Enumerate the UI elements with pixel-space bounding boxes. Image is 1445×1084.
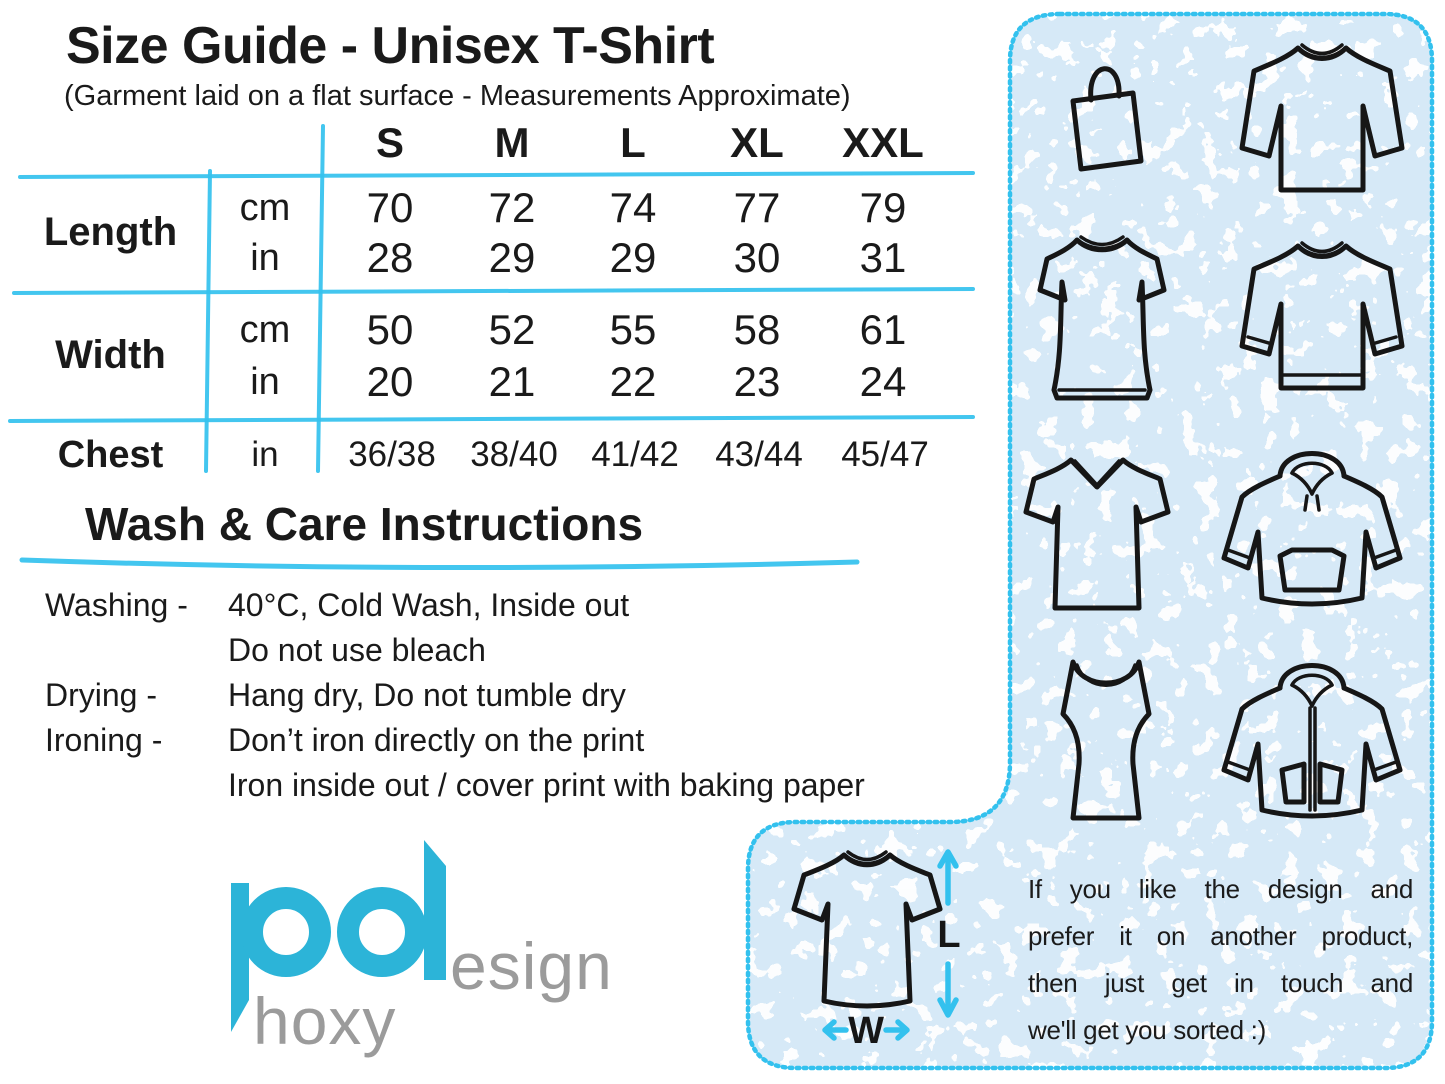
contact-note-line-4: we'll get you sorted :) — [1028, 1015, 1266, 1045]
care-heading: Wash & Care Instructions — [85, 498, 644, 550]
width-label: W — [848, 1010, 884, 1052]
size-col-xxl: XXL — [842, 119, 924, 166]
contact-note-line-1: If you like the design and — [1028, 874, 1413, 904]
logo-p-bowl — [241, 887, 331, 977]
panel-stitched-border — [745, 11, 1435, 1071]
width-unit-cm: cm — [239, 309, 291, 351]
contact-note-line-2: prefer it on another product, — [1028, 921, 1413, 951]
v-neck-shirt-icon — [1023, 457, 1171, 611]
page-title: Size Guide - Unisex T-Shirt — [66, 17, 715, 75]
length-cm-m: 72 — [488, 184, 536, 231]
length-in-s: 28 — [366, 234, 414, 281]
width-cm-xl: 58 — [733, 306, 781, 353]
page-subtitle: (Garment laid on a flat surface - Measur… — [64, 80, 851, 112]
length-label: L — [937, 914, 960, 956]
care-text-drying: Hang dry, Do not tumble dry — [228, 677, 626, 713]
length-cm-xl: 77 — [733, 184, 781, 231]
chest-in-xl: 43/44 — [715, 435, 803, 474]
logo-word-hoxy: hoxy — [253, 984, 396, 1058]
width-in-s: 20 — [366, 358, 414, 405]
brand-logo: esign hoxy — [231, 840, 613, 1058]
length-in-m: 29 — [488, 234, 536, 281]
width-arrow — [822, 1019, 910, 1041]
tank-top-icon — [1060, 659, 1152, 821]
table-grid-lines — [8, 124, 975, 473]
care-row-washing: Washing - 40°C, Cold Wash, Inside out — [45, 582, 629, 628]
width-in-m: 21 — [488, 358, 536, 405]
length-in-xxl: 31 — [859, 234, 907, 281]
chest-in-m: 38/40 — [470, 435, 558, 474]
care-text-bleach: Do not use bleach — [228, 632, 486, 668]
width-unit-in: in — [250, 361, 280, 403]
width-cm-l: 55 — [609, 306, 657, 353]
size-col-xl: XL — [730, 119, 784, 166]
care-label-empty-2 — [45, 762, 228, 808]
length-cm-xxl: 79 — [859, 184, 907, 231]
care-row-drying: Drying - Hang dry, Do not tumble dry — [45, 672, 626, 718]
sweatshirt-icon — [1239, 241, 1405, 391]
length-unit-in: in — [250, 237, 280, 279]
care-label-empty-1 — [45, 627, 228, 673]
length-cm-s: 70 — [366, 184, 414, 231]
care-label-ironing: Ironing - — [45, 722, 163, 758]
chest-in-xxl: 45/47 — [841, 435, 929, 474]
size-col-m: M — [494, 119, 530, 166]
care-text-washing: 40°C, Cold Wash, Inside out — [228, 587, 630, 623]
length-arrow — [937, 849, 959, 1018]
width-cm-s: 50 — [366, 306, 414, 353]
care-text-iron-inside-out: Iron inside out / cover print with bakin… — [228, 767, 865, 803]
logo-d-bowl — [337, 887, 427, 977]
length-cm-l: 74 — [609, 184, 657, 231]
row-label-chest: Chest — [57, 434, 164, 476]
logo-d-stem — [424, 840, 446, 980]
row-label-length: Length — [43, 210, 178, 254]
t-shirt-icon — [1037, 235, 1167, 401]
size-col-s: S — [375, 119, 404, 166]
care-row-iron-inside-out: Iron inside out / cover print with bakin… — [45, 762, 865, 808]
logo-p-stem — [231, 883, 249, 1032]
tote-bag-icon — [1070, 66, 1144, 172]
logo-word-esign: esign — [450, 929, 613, 1003]
care-label-drying: Drying - — [45, 677, 158, 713]
length-unit-cm: cm — [239, 187, 291, 229]
width-cm-m: 52 — [488, 306, 536, 353]
hoodie-icon — [1221, 451, 1403, 607]
length-in-xl: 30 — [733, 234, 781, 281]
contact-note-line-3: then just get in touch and — [1028, 968, 1413, 998]
care-text-ironing: Don’t iron directly on the print — [228, 722, 645, 758]
chest-in-s: 36/38 — [348, 435, 436, 474]
width-in-xl: 23 — [733, 358, 781, 405]
row-label-width: Width — [55, 333, 166, 377]
measured-t-shirt-diagram — [791, 850, 943, 1009]
width-in-xxl: 24 — [859, 358, 907, 405]
care-row-bleach: Do not use bleach — [45, 627, 486, 673]
care-heading-underline — [19, 557, 860, 571]
chest-in-l: 41/42 — [591, 435, 679, 474]
width-in-l: 22 — [609, 358, 657, 405]
contact-note: If you like the design and prefer it on … — [1028, 866, 1413, 1054]
length-in-l: 29 — [609, 234, 657, 281]
care-label-washing: Washing - — [45, 587, 188, 623]
chest-unit-in: in — [251, 435, 279, 474]
care-row-ironing: Ironing - Don’t iron directly on the pri… — [45, 717, 644, 763]
size-col-l: L — [620, 119, 646, 166]
width-cm-xxl: 61 — [859, 306, 907, 353]
long-sleeve-shirt-icon — [1239, 43, 1405, 193]
zip-hoodie-icon — [1221, 663, 1403, 819]
